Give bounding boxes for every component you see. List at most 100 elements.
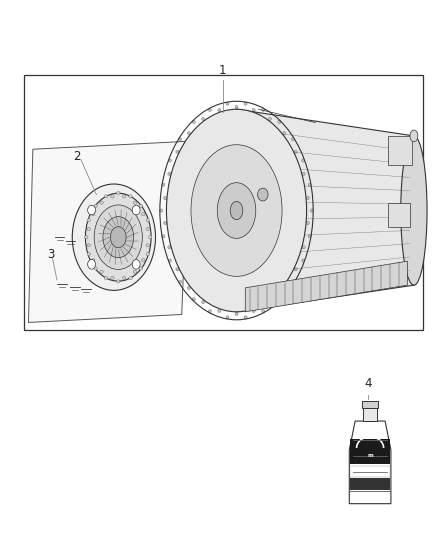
Ellipse shape (191, 145, 282, 276)
Ellipse shape (218, 309, 221, 312)
Bar (350, 466, 390, 477)
Ellipse shape (261, 310, 265, 313)
Circle shape (132, 260, 140, 269)
Bar (362, 401, 378, 408)
Ellipse shape (302, 172, 305, 175)
Ellipse shape (192, 297, 195, 301)
Ellipse shape (92, 259, 95, 262)
Ellipse shape (139, 204, 143, 207)
Ellipse shape (129, 277, 132, 280)
Text: m: m (367, 453, 373, 458)
Ellipse shape (166, 109, 307, 312)
Ellipse shape (308, 183, 311, 187)
Ellipse shape (85, 236, 88, 239)
Ellipse shape (302, 259, 305, 262)
Polygon shape (245, 261, 407, 312)
Ellipse shape (117, 280, 120, 283)
Ellipse shape (291, 138, 294, 141)
Ellipse shape (104, 195, 108, 198)
Ellipse shape (164, 221, 167, 224)
Text: 2: 2 (73, 150, 81, 163)
Ellipse shape (294, 268, 297, 271)
Ellipse shape (252, 309, 255, 312)
Ellipse shape (226, 102, 229, 105)
Ellipse shape (162, 183, 165, 187)
Ellipse shape (268, 117, 272, 120)
Bar (24, 75, 423, 330)
Ellipse shape (261, 108, 265, 111)
Bar (350, 439, 390, 464)
Ellipse shape (146, 253, 149, 256)
Circle shape (132, 205, 140, 215)
Ellipse shape (201, 301, 205, 304)
Ellipse shape (217, 183, 256, 238)
Ellipse shape (104, 277, 108, 280)
Text: 1: 1 (219, 64, 226, 77)
Ellipse shape (230, 201, 243, 220)
Ellipse shape (94, 204, 97, 207)
Ellipse shape (401, 136, 427, 285)
Ellipse shape (278, 120, 281, 124)
Ellipse shape (244, 316, 247, 319)
Ellipse shape (252, 109, 255, 112)
Ellipse shape (235, 312, 238, 316)
Ellipse shape (94, 267, 97, 270)
Bar (388, 203, 410, 227)
Ellipse shape (218, 109, 221, 112)
Ellipse shape (164, 197, 167, 200)
Ellipse shape (122, 195, 126, 198)
Ellipse shape (72, 184, 155, 290)
Bar (388, 136, 412, 165)
Ellipse shape (103, 216, 134, 258)
Circle shape (88, 205, 95, 215)
Ellipse shape (87, 219, 91, 222)
Bar (363, 408, 377, 421)
Ellipse shape (87, 244, 91, 247)
Ellipse shape (244, 102, 247, 105)
Ellipse shape (133, 270, 137, 273)
Ellipse shape (87, 253, 91, 256)
Ellipse shape (187, 132, 191, 135)
Ellipse shape (111, 195, 114, 198)
Ellipse shape (294, 150, 297, 154)
Circle shape (258, 188, 268, 201)
Ellipse shape (187, 286, 191, 289)
Ellipse shape (87, 228, 91, 231)
Ellipse shape (201, 117, 205, 120)
Ellipse shape (310, 209, 314, 212)
Ellipse shape (85, 193, 151, 281)
Ellipse shape (176, 268, 179, 271)
Polygon shape (237, 109, 414, 312)
Ellipse shape (100, 270, 103, 273)
Ellipse shape (179, 280, 182, 284)
Ellipse shape (410, 130, 418, 142)
Ellipse shape (168, 259, 171, 262)
Ellipse shape (159, 209, 162, 212)
Ellipse shape (302, 159, 305, 162)
Ellipse shape (111, 277, 114, 280)
Ellipse shape (308, 235, 311, 238)
Ellipse shape (306, 197, 309, 200)
Ellipse shape (110, 227, 126, 248)
Ellipse shape (146, 228, 149, 231)
Ellipse shape (208, 310, 212, 313)
Ellipse shape (129, 195, 132, 198)
Ellipse shape (168, 246, 171, 249)
Ellipse shape (146, 244, 149, 247)
Ellipse shape (283, 132, 286, 135)
Ellipse shape (278, 297, 281, 301)
Bar (350, 478, 390, 490)
Ellipse shape (291, 280, 294, 284)
Polygon shape (28, 141, 188, 322)
Polygon shape (350, 421, 391, 504)
Text: 4: 4 (364, 377, 372, 390)
Ellipse shape (192, 120, 195, 124)
Ellipse shape (306, 221, 309, 224)
Ellipse shape (133, 201, 137, 204)
Ellipse shape (141, 213, 145, 216)
Ellipse shape (208, 108, 212, 111)
Text: 3: 3 (47, 248, 54, 261)
Ellipse shape (122, 277, 126, 280)
Ellipse shape (92, 213, 95, 216)
Ellipse shape (117, 191, 120, 195)
